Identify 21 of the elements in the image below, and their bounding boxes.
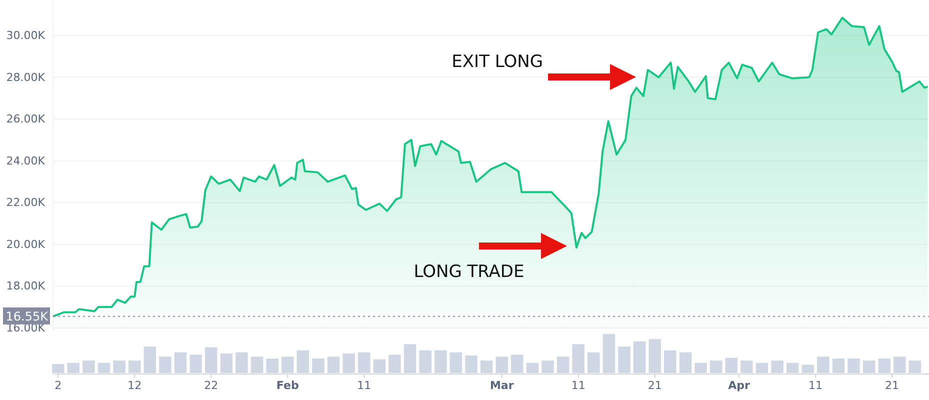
y-tick-label: 20.00K xyxy=(6,238,46,251)
annotation: LONG TRADE xyxy=(414,262,524,282)
y-tick-label: 30.00K xyxy=(6,29,46,42)
x-tick-label: 11 xyxy=(571,378,586,392)
x-tick-label: 21 xyxy=(885,378,900,392)
x-tick-label: 2 xyxy=(54,378,62,392)
y-tick-label: 18.00K xyxy=(6,280,46,293)
x-tick-label: Apr xyxy=(728,378,750,392)
x-tick-label: 21 xyxy=(648,378,662,392)
x-tick-label: 22 xyxy=(204,378,218,392)
y-tick-label: 26.00K xyxy=(6,112,46,126)
ref-line-label: 16.55K xyxy=(6,309,50,324)
x-tick-label: Mar xyxy=(490,378,514,392)
y-tick-label: 28.00K xyxy=(6,70,46,84)
x-tick-label: Feb xyxy=(276,378,299,392)
annotation: EXIT LONG xyxy=(452,52,543,72)
y-tick-label: 22.00K xyxy=(6,196,46,210)
x-tick-label: 12 xyxy=(128,378,142,392)
y-tick-label: 24.00K xyxy=(6,154,46,168)
x-tick-label: 11 xyxy=(357,378,372,392)
x-tick-label: 11 xyxy=(808,378,823,392)
